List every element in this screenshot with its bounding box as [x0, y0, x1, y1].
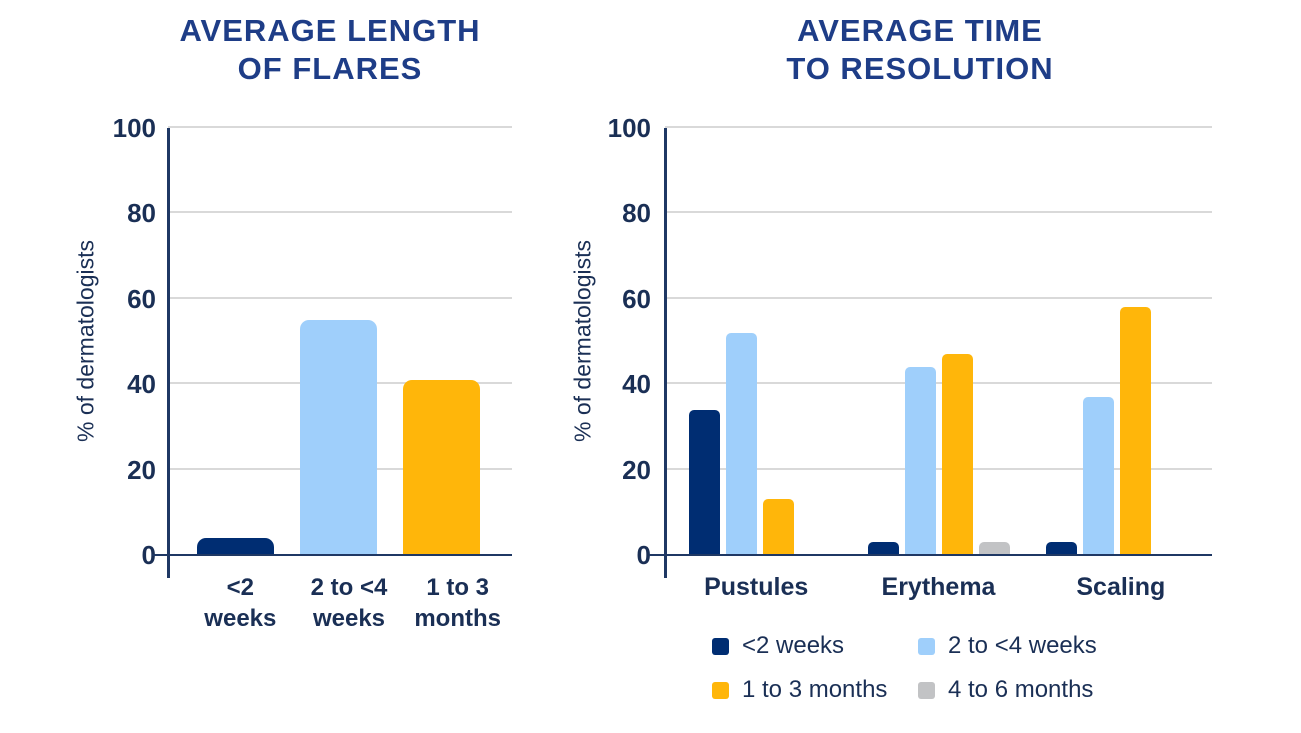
bar-pustules-2-weeks [689, 410, 720, 555]
y-axis-line [664, 128, 667, 578]
bar-2-weeks [197, 538, 274, 555]
y-tick-0: 0 [636, 540, 651, 570]
bars [665, 128, 1212, 555]
legend-item-2-weeks: <2 weeks [712, 632, 918, 660]
legend-label: 2 to <4 weeks [948, 632, 1097, 659]
y-tick-60: 60 [127, 283, 156, 314]
y-axis-line [167, 128, 170, 578]
y-tick-80: 80 [127, 198, 156, 229]
x-category-label-2-to-4-weeks: 2 to <4 weeks [310, 574, 388, 632]
x-category-label-pustules: Pustules [704, 573, 809, 601]
gridline-60 [168, 296, 512, 299]
x-category-label-scaling: Scaling [1076, 573, 1166, 601]
y-tick-100: 100 [112, 113, 156, 143]
y-tick-20: 20 [127, 454, 156, 485]
plot-area [152, 126, 512, 578]
y-tick-40: 40 [622, 369, 651, 400]
y-tick-60: 60 [622, 283, 651, 314]
bar-erythema-2-weeks [867, 542, 899, 555]
y-tick-80: 80 [622, 198, 651, 229]
bar-pustules-2-to-4-weeks [726, 333, 757, 555]
x-category-label-1-to-3-months: 1 to 3 months [414, 574, 502, 632]
y-tick-0: 0 [141, 540, 156, 570]
plot-area [649, 126, 1212, 578]
gridline-80 [168, 211, 512, 214]
y-tick-20: 20 [622, 454, 651, 485]
y-tick-40: 40 [127, 369, 156, 400]
gridline-40 [665, 382, 1212, 385]
legend-item-4-to-6-months: 4 to 6 months [918, 676, 1097, 704]
y-axis-ticks: 0 20 40 60 80 100 [555, 113, 651, 570]
legend: <2 weeks 2 to <4 weeks 1 to 3 months 4 to 6… [712, 632, 1097, 704]
gridline-100 [168, 126, 512, 128]
bar-erythema-2-to-4-weeks [904, 367, 936, 555]
gridline-80 [665, 211, 1212, 214]
x-axis-category-labels: <2 weeks 2 to <4 weeks 1 to 3 months [168, 572, 512, 634]
chart-title-line1: AVERAGE TIME [797, 13, 1043, 48]
bar-erythema-1-to-3-months [941, 354, 973, 555]
legend-item-1-to-3-months: 1 to 3 months [712, 676, 918, 704]
legend-label: <2 weeks [742, 632, 845, 659]
x-axis-line [152, 553, 512, 556]
bar-pustules-1-to-3-months [763, 499, 794, 555]
bar-group-scaling [1046, 307, 1188, 555]
legend-item-2-to-4-weeks: 2 to <4 weeks [918, 632, 1097, 660]
chart-title: AVERAGE LENGTH OF FLARES [110, 12, 550, 88]
chart-title-line2: OF FLARES [237, 51, 423, 86]
bar-erythema-4-to-6-months [978, 542, 1010, 555]
chart-title-line1: AVERAGE LENGTH [179, 13, 481, 48]
bar-scaling-2-weeks [1046, 542, 1077, 555]
bar-scaling-1-to-3-months [1120, 307, 1151, 555]
bar-group-erythema [867, 354, 1010, 555]
legend-swatch-4-to-6-months [918, 681, 935, 699]
gridline-20 [665, 467, 1212, 470]
x-category-label-erythema: Erythema [881, 573, 996, 601]
legend-swatch-2-to-4-weeks [918, 637, 935, 655]
gridline-100 [665, 126, 1212, 128]
legend-label: 1 to 3 months [742, 676, 888, 703]
legend-label: 4 to 6 months [948, 676, 1094, 703]
x-axis-line [649, 553, 1212, 556]
bar-1-to-3-months [403, 380, 480, 555]
bars [168, 128, 512, 555]
bar-scaling-2-to-4-weeks [1083, 397, 1114, 555]
x-category-label-2-weeks: <2 weeks [204, 574, 277, 632]
y-axis-ticks: 0 20 40 60 80 100 [60, 113, 156, 570]
legend-swatch-2-weeks [712, 637, 729, 655]
legend-swatch-1-to-3-months [712, 681, 729, 699]
chart-title: AVERAGE TIME TO RESOLUTION [700, 12, 1140, 88]
chart-title-line2: TO RESOLUTION [786, 51, 1054, 86]
gridline-60 [665, 296, 1212, 299]
bar-2-to-4-weeks [300, 320, 377, 555]
bar-group-pustules [689, 333, 831, 555]
y-tick-100: 100 [607, 113, 651, 143]
x-axis-category-labels: Pustules Erythema Scaling [665, 572, 1212, 603]
